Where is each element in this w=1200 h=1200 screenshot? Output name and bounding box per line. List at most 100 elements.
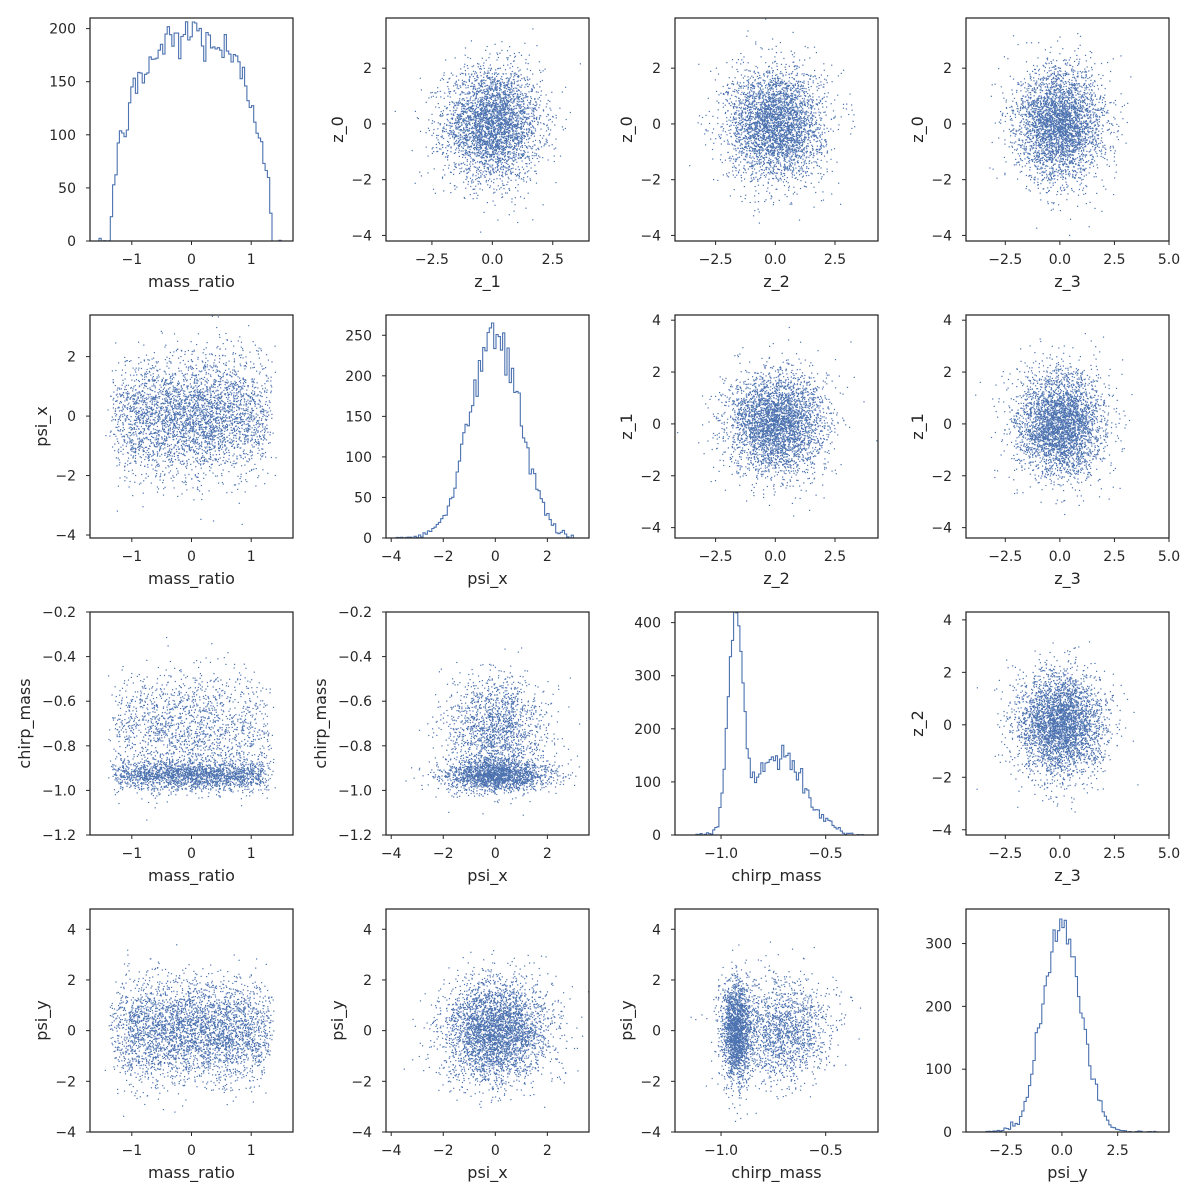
scatter-point [472, 88, 474, 90]
scatter-point [458, 88, 460, 90]
scatter-point [540, 90, 542, 92]
scatter-point [532, 84, 534, 86]
scatter-point [497, 80, 499, 82]
scatter-point [758, 151, 760, 153]
scatter-point [547, 128, 550, 130]
scatter-point [460, 68, 462, 70]
scatter-point [483, 125, 485, 127]
scatter-point [537, 124, 539, 126]
scatter-point [485, 121, 487, 123]
scatter-point [433, 151, 435, 153]
scatter-point [740, 143, 742, 145]
scatter-point [741, 101, 743, 103]
scatter-point [802, 107, 804, 109]
scatter-point [518, 153, 520, 155]
scatter-point [735, 100, 737, 102]
scatter-point [755, 121, 757, 123]
scatter-point [801, 103, 803, 105]
scatter-point [446, 156, 448, 158]
scatter-point [508, 121, 510, 123]
scatter-point [516, 93, 519, 95]
scatter-point [453, 185, 455, 187]
scatter-point [538, 148, 540, 151]
scatter-point [529, 179, 532, 181]
scatter-point [808, 115, 810, 117]
scatter-point [432, 147, 434, 149]
scatter-point [774, 95, 776, 97]
scatter-point [496, 52, 498, 54]
scatter-point [510, 144, 512, 146]
scatter-point [506, 84, 509, 87]
scatter-point [494, 103, 496, 106]
scatter-point [794, 191, 796, 193]
scatter-point [780, 135, 782, 137]
scatter-point [477, 141, 479, 143]
scatter-point [789, 151, 791, 153]
scatter-point [486, 90, 488, 92]
scatter-point [539, 69, 541, 71]
scatter-point [750, 111, 752, 114]
scatter-point [488, 88, 490, 90]
scatter-point [525, 95, 527, 97]
scatter-point [804, 117, 806, 120]
scatter-point [781, 83, 783, 85]
scatter-point [505, 192, 507, 194]
scatter-point [515, 125, 517, 127]
scatter-point [482, 130, 484, 132]
scatter-point [502, 119, 504, 121]
scatter-point [488, 72, 490, 74]
scatter-point [762, 135, 764, 137]
scatter-point [516, 133, 518, 135]
scatter-point [532, 146, 534, 148]
scatter-point [443, 126, 445, 128]
scatter-point [464, 119, 466, 121]
scatter-point [451, 133, 453, 135]
scatter-point [497, 165, 499, 167]
scatter-point [758, 125, 760, 127]
scatter-point [793, 116, 796, 119]
scatter-point [541, 137, 544, 139]
scatter-point [750, 135, 752, 137]
scatter-point [800, 156, 802, 159]
scatter-point [505, 129, 507, 131]
scatter-point [493, 100, 495, 102]
scatter-point [485, 96, 487, 98]
scatter-point [465, 151, 467, 153]
scatter-point [526, 165, 528, 168]
scatter-point [508, 118, 510, 120]
scatter-point [474, 92, 476, 95]
scatter-point [500, 85, 502, 87]
scatter-point [472, 85, 474, 87]
scatter-point [534, 108, 536, 110]
scatter-point [435, 106, 437, 108]
scatter-point [534, 170, 536, 172]
scatter-point [431, 152, 433, 154]
scatter-point [503, 129, 505, 131]
scatter-point [494, 149, 496, 151]
scatter-point [439, 115, 441, 117]
scatter-point [822, 106, 824, 108]
scatter-point [544, 68, 546, 70]
scatter-point [490, 67, 492, 69]
scatter-point [477, 180, 479, 182]
scatter-point [789, 94, 791, 97]
scatter-point [498, 113, 500, 115]
scatter-point [505, 88, 508, 90]
scatter-point [489, 155, 491, 157]
scatter-point [777, 105, 779, 107]
scatter-point [526, 99, 529, 101]
scatter-point [527, 106, 529, 108]
scatter-point [787, 85, 790, 87]
scatter-point [515, 159, 517, 161]
scatter-point [479, 113, 481, 115]
scatter-point [466, 164, 468, 166]
scatter-point [502, 93, 504, 95]
scatter-point [522, 97, 524, 99]
scatter-point [756, 156, 758, 158]
scatter-point [766, 101, 768, 103]
scatter-point [757, 138, 759, 141]
scatter-point [456, 113, 458, 115]
scatter-point [505, 124, 507, 126]
